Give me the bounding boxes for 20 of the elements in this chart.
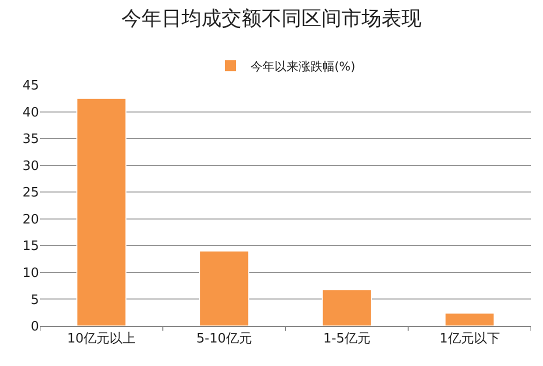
x-tick-label: 10亿元以上 xyxy=(67,332,136,347)
x-tick-label: 1-5亿元 xyxy=(323,332,370,347)
y-tick-label: 45 xyxy=(22,78,39,94)
y-tick-label: 20 xyxy=(22,212,39,228)
chart-title: 今年日均成交额不同区间市场表现 xyxy=(122,6,422,30)
x-tick-label: 1亿元以下 xyxy=(439,332,500,347)
bar xyxy=(322,289,372,326)
y-tick-label: 40 xyxy=(22,105,39,120)
legend-label: 今年以来涨跌幅(%) xyxy=(250,59,356,74)
y-tick-label: 25 xyxy=(22,186,39,201)
y-tick-label: 5 xyxy=(30,292,39,308)
y-tick-label: 0 xyxy=(30,320,39,335)
bar xyxy=(76,98,126,326)
y-tick-label: 15 xyxy=(22,239,39,254)
y-tick-label: 35 xyxy=(22,132,39,148)
y-tick-label: 10 xyxy=(22,266,39,281)
bar xyxy=(444,312,495,326)
bar xyxy=(199,250,250,326)
y-tick-label: 30 xyxy=(22,158,39,174)
x-tick-label: 5-10亿元 xyxy=(196,332,252,347)
